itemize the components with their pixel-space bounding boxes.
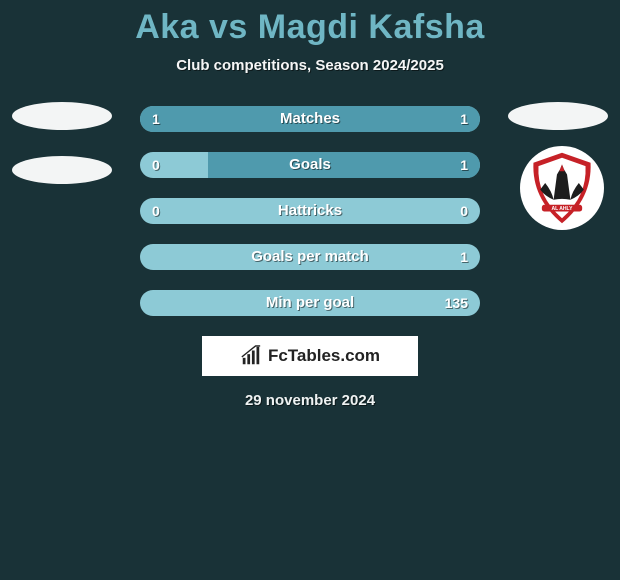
stat-value-right: 1 bbox=[460, 244, 468, 270]
subtitle: Club competitions, Season 2024/2025 bbox=[0, 57, 620, 74]
stat-value-left: 0 bbox=[152, 152, 160, 178]
stat-row: Goals per match1 bbox=[0, 240, 620, 274]
stat-label: Min per goal bbox=[140, 290, 480, 316]
stat-value-left: 0 bbox=[152, 198, 160, 224]
bar-fill-right bbox=[310, 106, 480, 132]
date-label: 29 november 2024 bbox=[0, 392, 620, 409]
chart-icon bbox=[240, 345, 262, 367]
stat-row: Min per goal135 bbox=[0, 286, 620, 320]
stat-bar: Matches11 bbox=[140, 106, 480, 132]
stat-value-right: 0 bbox=[460, 198, 468, 224]
stat-row: Matches11 bbox=[0, 102, 620, 136]
stat-row: Goals01 bbox=[0, 148, 620, 182]
stat-bar: Goals per match1 bbox=[140, 244, 480, 270]
branding-text: FcTables.com bbox=[268, 346, 380, 366]
stat-bar: Hattricks0 0 bbox=[140, 198, 480, 224]
page-title: Aka vs Magdi Kafsha bbox=[0, 0, 620, 47]
comparison-chart: AL AHLY Matches11Goals01Hattricks00Goals… bbox=[0, 102, 620, 320]
stat-label: Goals per match bbox=[140, 244, 480, 270]
stat-bar: Goals01 bbox=[140, 152, 480, 178]
branding-badge: FcTables.com bbox=[202, 336, 418, 376]
bar-fill-left bbox=[140, 106, 310, 132]
stat-value-right: 135 bbox=[445, 290, 468, 316]
stat-bar: Min per goal135 bbox=[140, 290, 480, 316]
stat-label: Hattricks bbox=[140, 198, 480, 224]
bar-fill-right bbox=[208, 152, 480, 178]
stat-row: Hattricks0 0 bbox=[0, 194, 620, 228]
